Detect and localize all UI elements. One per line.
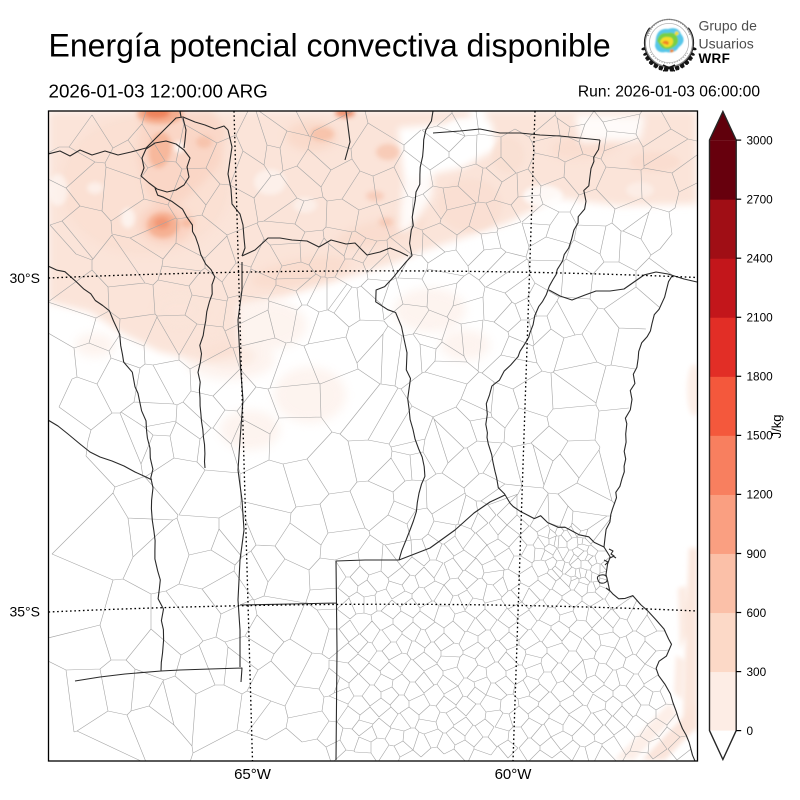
svg-text:Energía potencial convectiva d: Energía potencial convectiva disponible (49, 28, 611, 64)
svg-text:600: 600 (747, 606, 767, 620)
svg-text:900: 900 (747, 547, 767, 561)
svg-text:0: 0 (747, 724, 754, 738)
svg-text:Usuarios: Usuarios (699, 36, 754, 52)
svg-text:1500: 1500 (747, 429, 774, 443)
svg-text:60°W: 60°W (495, 766, 533, 783)
svg-text:J/kg: J/kg (769, 415, 784, 439)
svg-text:35°S: 35°S (9, 604, 40, 620)
svg-text:30°S: 30°S (9, 270, 40, 286)
svg-text:WRF: WRF (699, 51, 731, 66)
svg-text:2100: 2100 (747, 311, 774, 325)
svg-text:1200: 1200 (747, 488, 774, 502)
svg-text:65°W: 65°W (234, 766, 272, 783)
svg-text:2026-01-03 12:00:00 ARG: 2026-01-03 12:00:00 ARG (49, 81, 268, 102)
svg-text:1800: 1800 (747, 370, 774, 384)
svg-text:2700: 2700 (747, 193, 774, 207)
svg-text:300: 300 (747, 665, 767, 679)
svg-text:2400: 2400 (747, 252, 774, 266)
svg-text:3000: 3000 (747, 133, 774, 147)
svg-text:Grupo de: Grupo de (699, 18, 758, 34)
svg-text:Run: 2026-01-03 06:00:00: Run: 2026-01-03 06:00:00 (578, 84, 760, 101)
